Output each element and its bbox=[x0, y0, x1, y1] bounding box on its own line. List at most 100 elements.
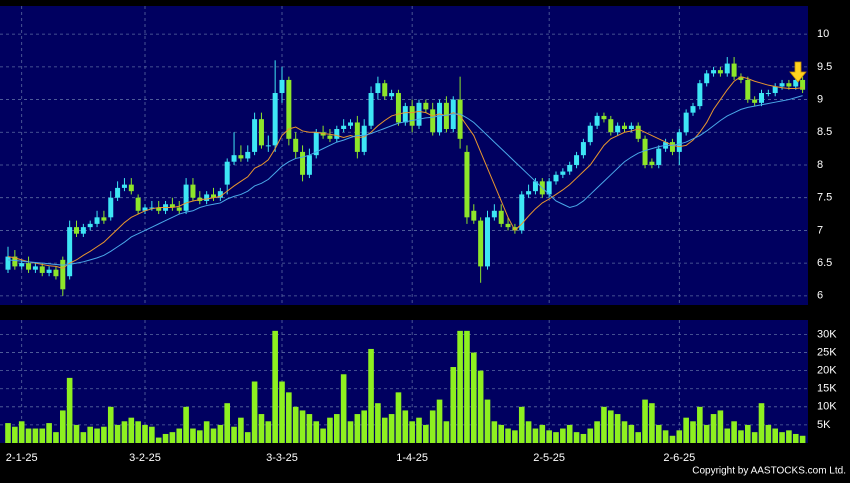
volume-bar bbox=[525, 421, 532, 443]
volume-bar bbox=[484, 399, 491, 443]
volume-bar bbox=[272, 330, 278, 443]
candle-body bbox=[546, 181, 552, 195]
candle-body bbox=[108, 197, 114, 218]
volume-bar bbox=[162, 433, 169, 443]
candle-body bbox=[532, 181, 538, 192]
volume-bar bbox=[505, 428, 511, 443]
candle-body bbox=[26, 263, 32, 270]
y-tick-label: 10K bbox=[817, 401, 837, 413]
candle-body bbox=[382, 83, 388, 97]
candle-body bbox=[759, 93, 764, 103]
volume-bar bbox=[327, 417, 333, 443]
candle-body bbox=[231, 155, 237, 162]
candle-body bbox=[628, 125, 634, 130]
candle-body bbox=[80, 227, 86, 234]
volume-bar bbox=[320, 428, 326, 443]
candle-body bbox=[238, 155, 244, 159]
candle-body bbox=[258, 119, 264, 146]
candle-body bbox=[711, 70, 717, 74]
volume-bar bbox=[518, 406, 525, 443]
candle-body bbox=[156, 207, 162, 211]
candle-body bbox=[690, 106, 696, 113]
volume-bar bbox=[512, 430, 518, 443]
volume-bar bbox=[87, 426, 93, 443]
y-tick-label: 25K bbox=[817, 346, 837, 358]
candle-body bbox=[74, 227, 79, 234]
volume-bar bbox=[601, 406, 607, 443]
volume-bar bbox=[32, 428, 39, 443]
volume-bar bbox=[471, 352, 477, 443]
x-tick-label: 3-3-25 bbox=[266, 452, 298, 464]
candle-body bbox=[471, 210, 477, 221]
candle-body bbox=[39, 266, 45, 273]
volume-bar bbox=[286, 392, 292, 443]
candle-body bbox=[656, 148, 662, 165]
candle-body bbox=[183, 184, 189, 211]
candle-body bbox=[416, 102, 422, 126]
candle-body bbox=[245, 151, 251, 159]
volume-bar bbox=[724, 428, 731, 443]
volume-bar bbox=[402, 410, 409, 443]
volume-bar bbox=[443, 421, 450, 443]
volume-bar bbox=[436, 399, 443, 443]
volume-bar bbox=[697, 406, 703, 443]
volume-bar bbox=[73, 424, 80, 443]
volume-bar bbox=[429, 410, 436, 443]
y-tick-label: 7 bbox=[817, 224, 823, 236]
volume-bar bbox=[635, 432, 641, 443]
candle-body bbox=[389, 93, 395, 97]
volume-bar bbox=[779, 432, 785, 443]
candle-body bbox=[498, 210, 504, 224]
volume-bar bbox=[231, 426, 237, 443]
volume-bar bbox=[546, 430, 552, 443]
candle-body bbox=[717, 70, 723, 74]
candle-body bbox=[121, 184, 127, 188]
volume-bar bbox=[388, 414, 395, 443]
candle-body bbox=[765, 93, 771, 95]
volume-bar bbox=[39, 428, 46, 443]
volume-bar bbox=[594, 421, 600, 443]
candle-body bbox=[395, 93, 401, 123]
volume-bar bbox=[334, 414, 340, 443]
candle-body bbox=[217, 191, 223, 198]
volume-bar bbox=[183, 406, 189, 443]
volume-bar bbox=[649, 403, 655, 443]
volume-bar bbox=[107, 406, 114, 443]
volume-bar bbox=[457, 330, 463, 443]
candle-body bbox=[574, 155, 580, 165]
volume-bar bbox=[532, 428, 539, 443]
volume-bar bbox=[423, 424, 429, 443]
volume-bar bbox=[498, 424, 504, 443]
y-tick-label: 7.5 bbox=[817, 192, 832, 204]
candle-body bbox=[752, 99, 758, 103]
volume-bar bbox=[731, 421, 737, 443]
candle-body bbox=[142, 207, 148, 211]
volume-bar bbox=[114, 424, 121, 443]
y-tick-label: 10 bbox=[817, 28, 829, 40]
candle-body bbox=[683, 112, 689, 133]
volume-bar bbox=[306, 414, 313, 443]
price-panel bbox=[0, 6, 808, 305]
volume-bar bbox=[66, 377, 73, 443]
candle-body bbox=[745, 79, 751, 100]
candle-body bbox=[12, 256, 18, 267]
volume-bar bbox=[101, 426, 107, 443]
candle-body bbox=[478, 220, 484, 267]
volume-bar bbox=[491, 421, 498, 443]
volume-bar bbox=[553, 432, 559, 443]
volume-bar bbox=[80, 432, 87, 443]
volume-bar bbox=[450, 367, 457, 443]
volume-bar bbox=[690, 421, 696, 443]
candle-body bbox=[169, 204, 175, 208]
x-tick-label: 3-2-25 bbox=[129, 452, 161, 464]
candle-body bbox=[224, 161, 230, 185]
volume-bar bbox=[477, 370, 484, 443]
volume-bar bbox=[251, 381, 258, 443]
volume-bar bbox=[573, 432, 580, 443]
candle-body bbox=[485, 217, 490, 267]
volume-bar bbox=[340, 374, 347, 443]
candle-body bbox=[553, 174, 559, 182]
moving-average-line bbox=[7, 76, 803, 269]
candle-body bbox=[368, 93, 374, 126]
